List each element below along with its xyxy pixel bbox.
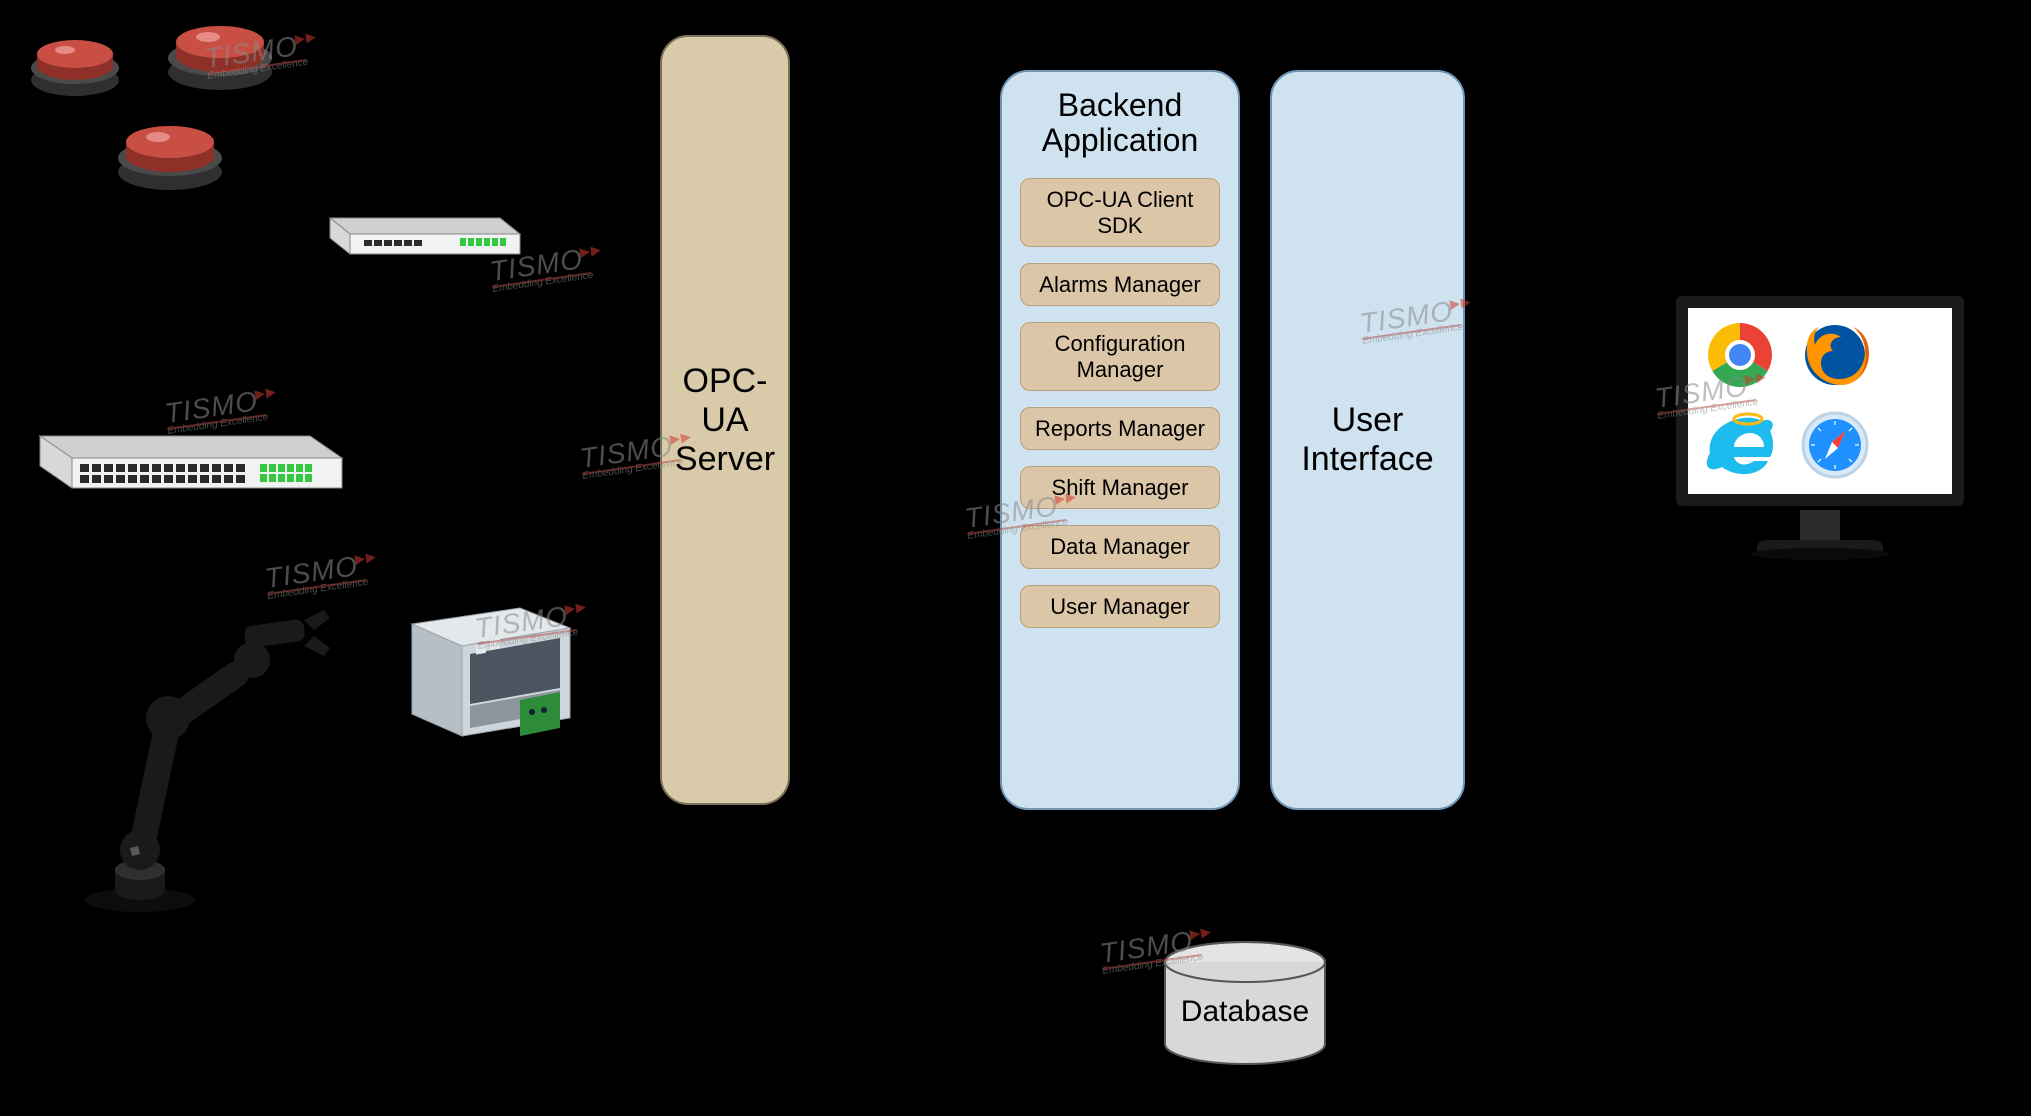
opc-ua-server-box: OPC-UA Server (660, 35, 790, 805)
robot-arm-icon (60, 590, 340, 920)
watermark: TISMO▸▸Embedding Excellence (263, 547, 383, 602)
database-label: Database (1160, 995, 1330, 1029)
backend-module: Configuration Manager (1020, 322, 1220, 391)
user-interface-box: User Interface (1270, 70, 1465, 810)
backend-app-box: Backend Application OPC-UA Client SDK Ala… (1000, 70, 1240, 810)
backend-module: Data Manager (1020, 525, 1220, 568)
monitor (1670, 290, 1970, 585)
backend-module: OPC-UA Client SDK (1020, 178, 1220, 247)
backend-module: User Manager (1020, 585, 1220, 628)
monitor-icon (1670, 290, 1970, 580)
backend-app-title: Backend Application (1020, 88, 1220, 158)
user-interface-label: User Interface (1272, 401, 1463, 479)
backend-module: Alarms Manager (1020, 263, 1220, 306)
backend-module: Reports Manager (1020, 407, 1220, 450)
